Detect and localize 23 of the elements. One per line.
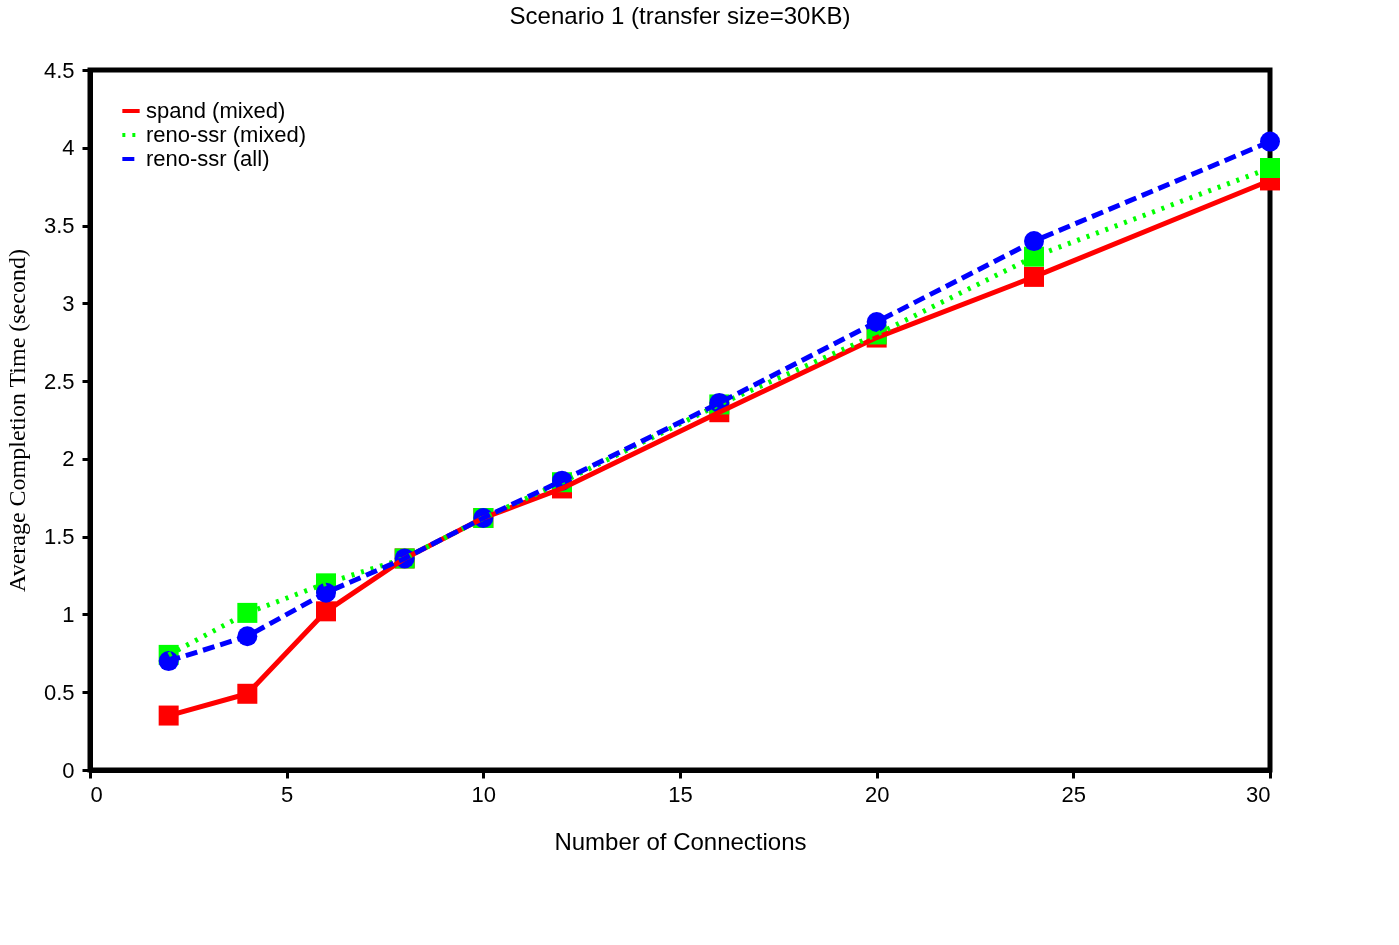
y-tick-label: 4 bbox=[62, 135, 75, 161]
y-tick-label: 0.5 bbox=[43, 679, 75, 705]
y-tick-label: 1 bbox=[62, 601, 75, 627]
chart-title: Scenario 1 (transfer size=30KB) bbox=[509, 2, 851, 29]
legend-label: reno-ssr (mixed) bbox=[146, 122, 307, 147]
y-axis-title: Average Completion Time (second) bbox=[3, 249, 30, 592]
x-tick-label: 10 bbox=[471, 781, 497, 807]
x-tick-label: 0 bbox=[90, 781, 103, 807]
y-tick-label: 1.5 bbox=[43, 524, 75, 550]
legend-label: spand (mixed) bbox=[146, 98, 286, 123]
x-tick-label: 15 bbox=[668, 781, 693, 807]
legend-label: reno-ssr (all) bbox=[146, 146, 270, 171]
x-tick-label: 30 bbox=[1246, 781, 1271, 807]
y-tick-label: 4.5 bbox=[43, 57, 75, 83]
x-tick-label: 20 bbox=[864, 781, 890, 807]
x-tick-label: 25 bbox=[1061, 781, 1087, 807]
x-tick-label: 5 bbox=[281, 781, 294, 807]
y-tick-label: 3 bbox=[62, 290, 75, 316]
y-tick-label: 3.5 bbox=[43, 213, 75, 239]
y-tick-label: 0 bbox=[62, 757, 75, 783]
x-axis-title: Number of Connections bbox=[554, 827, 807, 855]
y-tick-label: 2 bbox=[62, 446, 75, 472]
y-tick-label: 2.5 bbox=[43, 368, 75, 394]
